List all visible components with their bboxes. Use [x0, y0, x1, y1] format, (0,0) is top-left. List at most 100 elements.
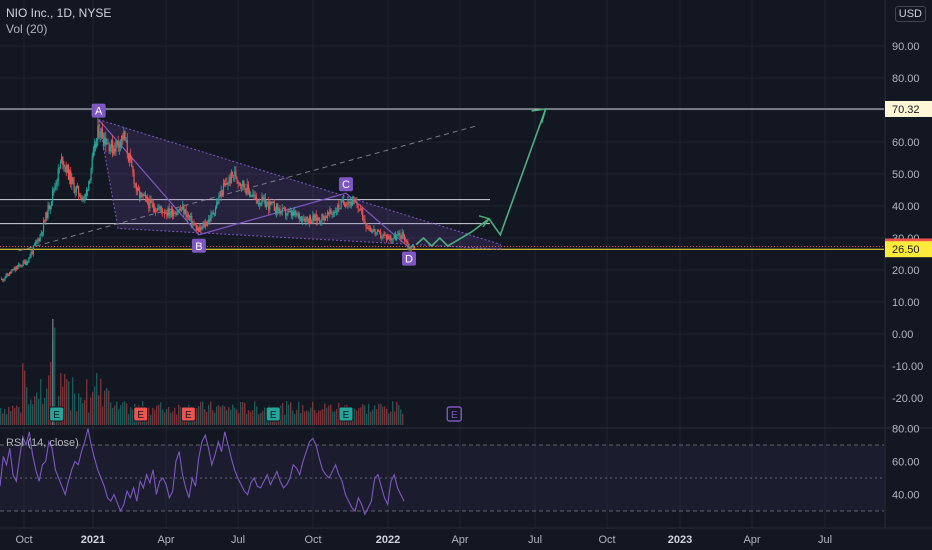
candle-body — [334, 212, 337, 213]
volume-bar — [324, 403, 326, 425]
candle-body — [209, 218, 211, 221]
volume-bar — [212, 410, 214, 425]
candle-body — [276, 204, 278, 213]
volume-bar — [114, 405, 116, 425]
volume-bar — [250, 411, 252, 425]
candle-body — [271, 201, 273, 204]
candle-body — [305, 217, 307, 223]
volume-bar — [336, 408, 338, 425]
candle-body — [208, 218, 210, 223]
price-tick-label: 80.00 — [892, 73, 920, 85]
candle-body — [226, 183, 228, 185]
volume-bar — [150, 414, 152, 425]
candle-body — [360, 208, 363, 211]
candle-body — [33, 244, 36, 246]
volume-bar — [260, 412, 262, 425]
volume-bar — [132, 409, 134, 425]
volume-bar — [364, 405, 366, 425]
candle-body — [373, 229, 375, 231]
candle-body — [72, 177, 74, 183]
candle-body — [188, 216, 191, 218]
volume-bar — [112, 408, 114, 425]
volume-bar — [294, 414, 296, 425]
time-tick-label: Apr — [743, 534, 760, 546]
volume-bar — [94, 386, 96, 425]
candle-body — [1, 278, 3, 280]
volume-bar — [312, 401, 314, 425]
candle-body — [369, 228, 372, 231]
candle-body — [48, 205, 50, 210]
volume-bar — [378, 403, 380, 425]
volume-bar — [362, 403, 364, 425]
candle-body — [218, 195, 220, 204]
candle-body — [92, 150, 94, 157]
volume-bar — [196, 408, 198, 425]
candle-body — [399, 233, 401, 236]
candle-body — [15, 267, 17, 269]
volume-bar — [232, 404, 234, 425]
volume-bar — [246, 413, 248, 425]
candle-body — [307, 218, 309, 223]
candle-body — [31, 252, 33, 254]
candle-body — [89, 179, 91, 181]
candle-body — [71, 177, 73, 185]
volume-bar — [330, 404, 332, 425]
candle-body — [16, 266, 19, 269]
earnings-marker: E — [265, 406, 281, 422]
candle-body — [32, 245, 34, 254]
volume-bar — [384, 406, 386, 425]
candle-body — [314, 214, 316, 221]
candle-body — [192, 222, 194, 225]
candle-body — [186, 214, 188, 218]
earnings-marker-badge — [49, 406, 65, 422]
candle-body — [371, 230, 373, 233]
candle-body — [87, 189, 89, 191]
volume-bar — [108, 390, 110, 425]
candle-body — [136, 188, 139, 191]
price-tick-label: 50.00 — [892, 169, 920, 181]
candle-body — [227, 184, 229, 186]
pattern-point-label: D — [405, 254, 413, 266]
candle-body — [38, 239, 40, 241]
volume-bar — [368, 403, 370, 425]
candle-body — [291, 211, 294, 216]
pattern-point-b: B — [191, 238, 206, 253]
candle-body — [158, 207, 160, 209]
projection-path — [415, 108, 547, 248]
volume-bar — [204, 409, 206, 425]
candle-body — [199, 227, 201, 232]
currency-button[interactable]: USD — [894, 6, 926, 22]
candle-body — [40, 232, 42, 236]
pattern-point-badge — [91, 103, 106, 118]
candle-body — [170, 208, 172, 214]
candle-body — [49, 206, 51, 210]
candle-body — [294, 210, 296, 215]
candle-body — [5, 273, 7, 278]
candle-body — [201, 226, 203, 230]
candle-body — [333, 212, 335, 215]
candle-body — [340, 200, 342, 209]
volume-bar — [400, 409, 402, 425]
candle-body — [45, 212, 47, 222]
candle-body — [168, 208, 170, 216]
candle-body — [240, 185, 243, 187]
volume-bar — [76, 411, 78, 425]
candle-body — [156, 210, 158, 212]
volume-bar — [30, 399, 32, 425]
volume-bar — [216, 406, 218, 425]
candle-body — [100, 128, 102, 137]
candle-body — [377, 230, 380, 232]
candle-body — [247, 184, 249, 191]
candle-body — [116, 141, 118, 142]
candle-body — [257, 203, 260, 204]
candle-body — [61, 156, 63, 162]
candle-body — [143, 194, 145, 196]
candle-body — [262, 197, 264, 200]
candle-body — [191, 215, 193, 225]
candle-body — [125, 140, 127, 141]
candle-body — [118, 145, 120, 148]
volume-bar — [18, 407, 20, 425]
candle-body — [64, 166, 66, 168]
candle-body — [74, 191, 76, 193]
